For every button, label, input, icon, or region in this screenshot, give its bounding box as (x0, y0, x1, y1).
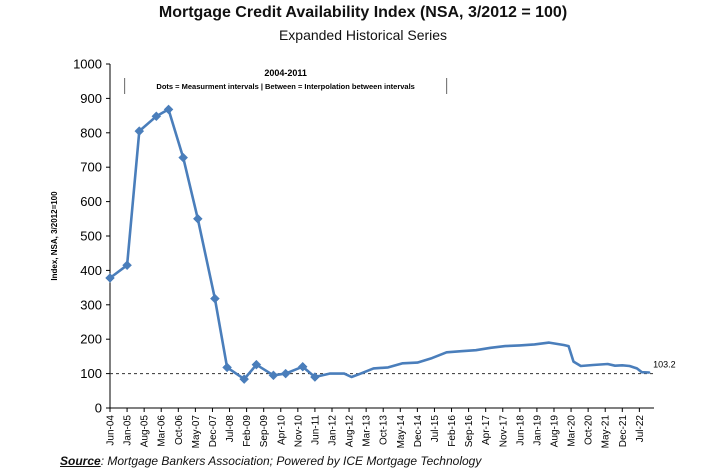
y-tick-label: 400 (80, 263, 102, 278)
series-line (108, 108, 651, 381)
x-tick-label: Jun-04 (106, 415, 117, 446)
plot-area: 103.2 (105, 104, 676, 384)
x-tick-label: May-07 (191, 415, 202, 448)
y-tick-label: 900 (80, 91, 102, 106)
y-axis-label: Index, NSA, 3/2012=100 (50, 191, 59, 281)
annotation-text: Dots = Measurment intervals | Between = … (156, 82, 414, 91)
data-point-marker (251, 359, 262, 370)
x-tick-label: Jan-19 (532, 415, 543, 446)
y-tick-label: 0 (95, 401, 102, 416)
data-point-marker (210, 293, 220, 304)
x-tick-label: Feb-16 (447, 415, 458, 447)
data-point-marker (122, 260, 132, 271)
data-point-marker (163, 104, 174, 115)
source-label: Source (60, 454, 101, 468)
x-tick-label: Oct-13 (379, 415, 390, 445)
x-tick-label: Apr-17 (481, 415, 492, 445)
data-point-marker (239, 374, 250, 384)
x-tick-label: Sep-09 (259, 415, 270, 448)
data-point-marker (192, 213, 203, 224)
data-point-marker (222, 362, 232, 373)
x-tick-label: Oct-06 (174, 415, 185, 445)
end-value-label: 103.2 (653, 359, 676, 369)
data-point-marker (297, 361, 308, 372)
annotation: 2004-2011 Dots = Measurment intervals | B… (124, 68, 448, 94)
x-tick-label: Jan-05 (123, 415, 134, 446)
y-tick-label: 1000 (73, 57, 102, 72)
y-axis: 0 100 200 300 400 500 600 700 800 900 1000 Index, N… (50, 57, 111, 416)
x-tick-label: Mar-13 (362, 415, 373, 447)
x-tick-label: Feb-09 (242, 415, 253, 447)
chart-title: Mortgage Credit Availability Index (NSA,… (158, 4, 568, 21)
x-tick-label: Dec-21 (618, 415, 629, 448)
data-point-marker (178, 152, 189, 163)
x-tick-label: Jun-18 (515, 415, 526, 446)
x-tick-label: Aug-12 (345, 415, 356, 448)
data-point-marker (134, 126, 145, 136)
data-point-marker (268, 370, 279, 381)
chart-subtitle: Expanded Historical Series (278, 27, 448, 43)
x-tick-label: Jul-08 (225, 415, 236, 443)
x-tick-label: Nov-17 (498, 415, 509, 448)
x-tick-label: Oct-20 (584, 415, 595, 445)
source-text: : Mortgage Bankers Association; Powered … (100, 454, 482, 468)
x-axis: Jun-04 Jan-05 Aug-05 Mar-06 Oct-06 May-07 Dec-… (106, 407, 654, 448)
x-tick-label: Apr-10 (276, 415, 287, 445)
x-tick-label: Jan-12 (327, 415, 338, 446)
x-tick-label: Mar-06 (157, 415, 168, 447)
x-tick-label: Nov-10 (293, 415, 304, 448)
x-tick-label: Jul-22 (635, 415, 646, 443)
annotation-title: 2004-2011 (264, 68, 307, 78)
x-tick-label: May-14 (396, 415, 407, 448)
x-tick-label: Aug-05 (140, 415, 151, 448)
x-tick-label: Dec-14 (413, 415, 424, 448)
y-tick-label: 800 (80, 125, 102, 140)
x-tick-label: May-21 (601, 415, 612, 448)
x-tick-label: Jun-11 (310, 415, 321, 445)
data-point-marker (105, 273, 115, 283)
y-tick-label: 500 (80, 229, 102, 244)
x-tick-label: Aug-19 (549, 415, 560, 448)
y-tick-label: 700 (80, 160, 102, 175)
y-tick-label: 200 (80, 332, 102, 347)
x-tick-label: Sep-16 (464, 415, 475, 448)
y-tick-label: 600 (80, 194, 102, 209)
x-tick-label: Dec-07 (208, 415, 219, 448)
x-tick-label: Mar-20 (567, 415, 578, 447)
x-tick-label: Jul-15 (430, 415, 441, 443)
y-tick-label: 100 (80, 366, 102, 381)
line-chart: 0 100 200 300 400 500 600 700 800 900 1000 Index, N… (50, 57, 676, 449)
y-tick-label: 300 (80, 297, 102, 312)
data-point-marker (280, 368, 291, 379)
data-point-marker (151, 111, 162, 122)
data-point-marker (310, 372, 320, 382)
source-note: Source: Mortgage Bankers Association; Po… (60, 454, 481, 468)
